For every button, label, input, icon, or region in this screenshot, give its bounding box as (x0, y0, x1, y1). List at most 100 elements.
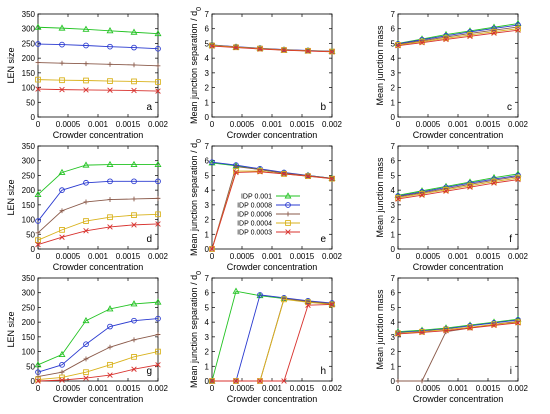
series-line (37, 197, 159, 234)
data-point (107, 78, 113, 84)
data-point (515, 320, 521, 326)
data-point (515, 319, 521, 325)
y-tick-label: 100 (22, 348, 36, 357)
data-point (419, 192, 425, 198)
panel-label: g (146, 366, 152, 377)
data-point (59, 41, 65, 48)
y-tick-label: 3 (205, 201, 210, 210)
x-tick-label: 0.0015 (290, 384, 315, 393)
x-tick-label: 0.001 (448, 384, 469, 393)
y-tick-label: 3 (391, 333, 396, 342)
y-tick-label: 0 (391, 113, 396, 122)
y-tick-label: 50 (26, 362, 35, 371)
y-axis-label: Mean junction separation / d0 (189, 139, 203, 256)
data-point (257, 46, 263, 52)
data-point (107, 372, 113, 378)
data-point (467, 33, 473, 40)
data-point (154, 298, 162, 305)
y-tick-label: 7 (205, 142, 210, 151)
series-line (397, 322, 519, 335)
data-point (35, 60, 41, 65)
data-point (82, 161, 90, 168)
data-point (232, 287, 240, 294)
y-tick-label: 250 (22, 303, 36, 312)
y-axis-label-subscript: 0 (196, 7, 203, 11)
y-tick-label: 1 (391, 230, 396, 239)
series-line (397, 174, 519, 197)
series-line (397, 177, 519, 199)
x-tick-label: 0.0005 (230, 120, 255, 129)
data-point (83, 87, 89, 93)
data-point (59, 377, 65, 383)
data-point (35, 76, 41, 83)
legend-label: IDP 0.0004 (237, 221, 272, 228)
x-tick-label: 0.001 (448, 252, 469, 261)
series-line (397, 26, 519, 45)
x-axis-label: Crowder concentration (413, 262, 504, 272)
x-tick-label: 0 (396, 384, 401, 393)
panel-d: 0 0.0005 0.001 0.0015 0.002 0 50 100 150 200 250 30… (6, 142, 169, 272)
series-line (37, 364, 159, 382)
data-point (155, 362, 161, 368)
x-tick-label: 0 (36, 384, 41, 393)
data-point (209, 43, 215, 49)
data-point (59, 227, 65, 233)
y-tick-label: 1 (205, 230, 210, 239)
data-point (209, 246, 215, 252)
y-tick-label: 2 (205, 84, 210, 93)
data-point (107, 323, 113, 330)
data-point (35, 237, 41, 244)
data-point (155, 178, 161, 185)
y-tick-label: 6 (391, 157, 396, 166)
x-axis-label: Crowder concentration (413, 130, 504, 140)
data-point (130, 28, 138, 35)
x-tick-label: 0 (36, 252, 41, 261)
y-tick-label: 1 (391, 362, 396, 371)
data-point (491, 30, 497, 36)
panel-i: 0 0.0005 0.001 0.0015 0.002 0 1 2 3 4 5 6 7 Crowder c… (375, 274, 529, 404)
data-point (419, 378, 425, 384)
panel-label: i (510, 366, 512, 377)
y-tick-label: 7 (205, 274, 210, 283)
legend-marker (285, 220, 291, 226)
data-point (83, 77, 89, 84)
data-point (305, 302, 311, 308)
x-tick-label: 0.002 (322, 120, 343, 129)
y-tick-label: 350 (22, 274, 36, 283)
plot-frame (211, 145, 333, 250)
data-point (35, 378, 41, 384)
x-tick-label: 0.002 (322, 252, 343, 261)
data-point (83, 61, 89, 67)
y-tick-label: 100 (22, 216, 36, 225)
x-tick-label: 0.002 (322, 384, 343, 393)
data-point (131, 178, 137, 185)
y-tick-label: 0 (31, 113, 36, 122)
data-point (395, 330, 401, 337)
data-point (35, 374, 41, 379)
panel-f: 0 0.0005 0.001 0.0015 0.002 0 1 2 3 4 5 6 7 Crowder c… (375, 142, 529, 272)
series-line (397, 28, 519, 46)
plot-frame (211, 13, 333, 118)
series-line (397, 24, 519, 45)
x-tick-label: 0.0015 (476, 384, 501, 393)
series-line (211, 45, 333, 53)
x-tick-label: 0.0005 (416, 252, 441, 261)
y-axis-label: Mean junction mass (375, 157, 385, 238)
series-line (37, 213, 159, 241)
y-tick-label: 3 (205, 69, 210, 78)
data-point (106, 27, 114, 34)
data-point (107, 214, 113, 221)
series-line (37, 318, 159, 373)
y-tick-label: 4 (391, 54, 396, 63)
data-point (467, 325, 473, 331)
x-tick-label: 0 (210, 384, 215, 393)
x-tick-label: 0.001 (88, 252, 109, 261)
data-point (419, 328, 425, 335)
data-point (155, 211, 161, 218)
x-tick-label: 0.002 (508, 384, 529, 393)
y-axis-label-subscript: 0 (196, 271, 203, 275)
data-point (34, 23, 42, 30)
data-point (155, 332, 161, 337)
series-line (37, 26, 159, 35)
